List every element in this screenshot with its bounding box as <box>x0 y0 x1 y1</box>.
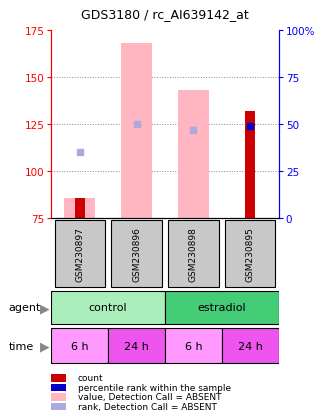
Text: agent: agent <box>8 303 41 313</box>
Bar <box>165 328 222 363</box>
Bar <box>168 220 218 288</box>
Bar <box>121 44 152 219</box>
Bar <box>64 198 95 219</box>
Text: 24 h: 24 h <box>238 341 263 351</box>
Bar <box>222 328 279 363</box>
Bar <box>225 220 276 288</box>
Bar <box>246 112 255 219</box>
Text: GSM230896: GSM230896 <box>132 227 141 281</box>
Text: rank, Detection Call = ABSENT: rank, Detection Call = ABSENT <box>78 402 216 411</box>
Text: value, Detection Call = ABSENT: value, Detection Call = ABSENT <box>78 392 221 401</box>
Bar <box>54 220 105 288</box>
Text: ▶: ▶ <box>40 339 50 352</box>
Text: percentile rank within the sample: percentile rank within the sample <box>78 383 231 392</box>
Bar <box>108 328 165 363</box>
Bar <box>165 291 279 325</box>
Text: GSM230895: GSM230895 <box>246 227 255 281</box>
Text: 6 h: 6 h <box>185 341 202 351</box>
Text: time: time <box>8 341 34 351</box>
Bar <box>51 291 165 325</box>
Bar <box>75 198 84 219</box>
Text: control: control <box>89 303 127 313</box>
Bar <box>112 220 162 288</box>
Text: 6 h: 6 h <box>71 341 88 351</box>
Text: count: count <box>78 373 103 382</box>
Bar <box>51 328 108 363</box>
Text: GSM230898: GSM230898 <box>189 227 198 281</box>
Text: ▶: ▶ <box>40 301 50 314</box>
Text: 24 h: 24 h <box>124 341 149 351</box>
Text: GSM230897: GSM230897 <box>75 227 84 281</box>
Bar <box>178 91 209 219</box>
Text: estradiol: estradiol <box>198 303 246 313</box>
Text: GDS3180 / rc_AI639142_at: GDS3180 / rc_AI639142_at <box>81 8 249 21</box>
